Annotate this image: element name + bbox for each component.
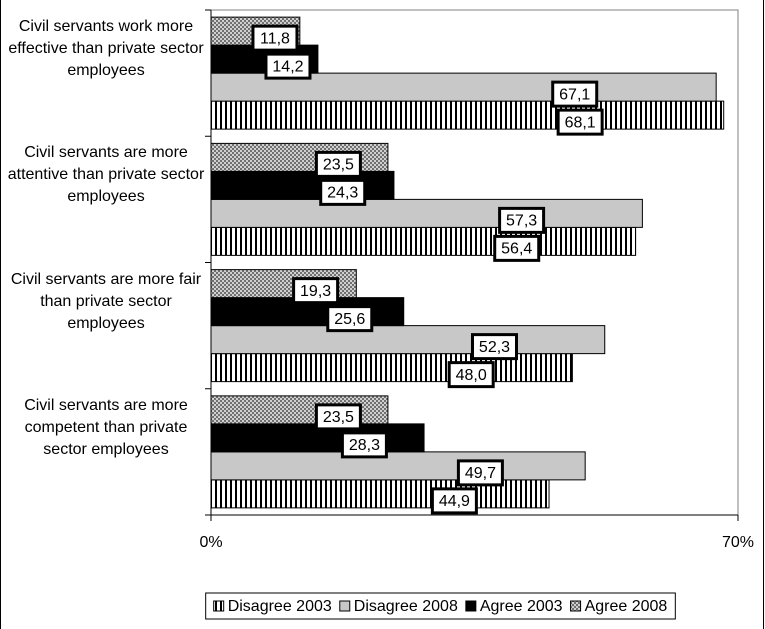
legend-swatch — [465, 600, 477, 612]
data-label-box — [447, 361, 495, 389]
data-label: 48,0 — [456, 367, 487, 384]
data-label-box — [319, 178, 367, 206]
data-label-box — [470, 333, 518, 361]
legend-box — [205, 592, 676, 620]
category-label: Civil servants are more competent than p… — [24, 396, 188, 458]
category-label: Civil servants are more fair than privat… — [10, 270, 202, 332]
x-tick-label: 0% — [199, 534, 222, 551]
legend-label: Agree 2008 — [585, 598, 668, 615]
data-label-box — [314, 150, 362, 178]
data-label-box — [430, 487, 478, 515]
data-label: 23,5 — [323, 157, 354, 174]
data-label-box — [251, 24, 299, 52]
data-label: 67,1 — [559, 86, 590, 103]
bar — [210, 353, 573, 383]
legend-label: Disagree 2003 — [228, 598, 332, 615]
data-label: 14,2 — [272, 58, 303, 75]
data-label: 57,3 — [506, 213, 537, 230]
bar — [210, 325, 606, 355]
data-label: 52,3 — [479, 339, 510, 356]
category-label: Civil servants work more effective than … — [8, 18, 204, 79]
legend-swatch — [570, 600, 582, 612]
bar — [210, 100, 725, 130]
data-label-box — [326, 305, 374, 333]
data-label-box — [498, 206, 546, 234]
data-label-box — [314, 403, 362, 431]
legend-swatch — [213, 600, 225, 612]
data-label: 25,6 — [334, 311, 365, 328]
bar — [210, 226, 637, 256]
data-label-box — [264, 52, 312, 80]
data-label-box — [551, 80, 599, 108]
legend: Disagree 2003 Disagree 2008 Agree 2003 Agre… — [205, 592, 676, 620]
legend-label: Disagree 2008 — [354, 598, 458, 615]
data-label: 19,3 — [300, 283, 331, 300]
category-label: Civil servants are more attentive than p… — [7, 144, 205, 206]
x-tick-label: 70% — [722, 534, 754, 551]
legend-label: Agree 2003 — [480, 598, 563, 615]
data-label: 11,8 — [260, 30, 290, 47]
data-label-box — [456, 459, 504, 487]
legend-swatch — [339, 600, 351, 612]
bar — [210, 198, 643, 228]
data-label: 49,7 — [465, 465, 496, 482]
data-label: 24,3 — [327, 185, 358, 202]
data-label: 68,1 — [565, 114, 596, 131]
data-label: 28,3 — [349, 437, 380, 454]
data-label: 44,9 — [439, 493, 470, 510]
data-label: 23,5 — [323, 409, 354, 426]
data-label-box — [493, 234, 541, 262]
data-label-box — [340, 431, 388, 459]
data-label-box — [292, 277, 340, 305]
bar — [210, 170, 395, 200]
data-label: 56,4 — [501, 241, 532, 258]
bar — [210, 451, 586, 481]
data-label-box — [556, 108, 604, 136]
